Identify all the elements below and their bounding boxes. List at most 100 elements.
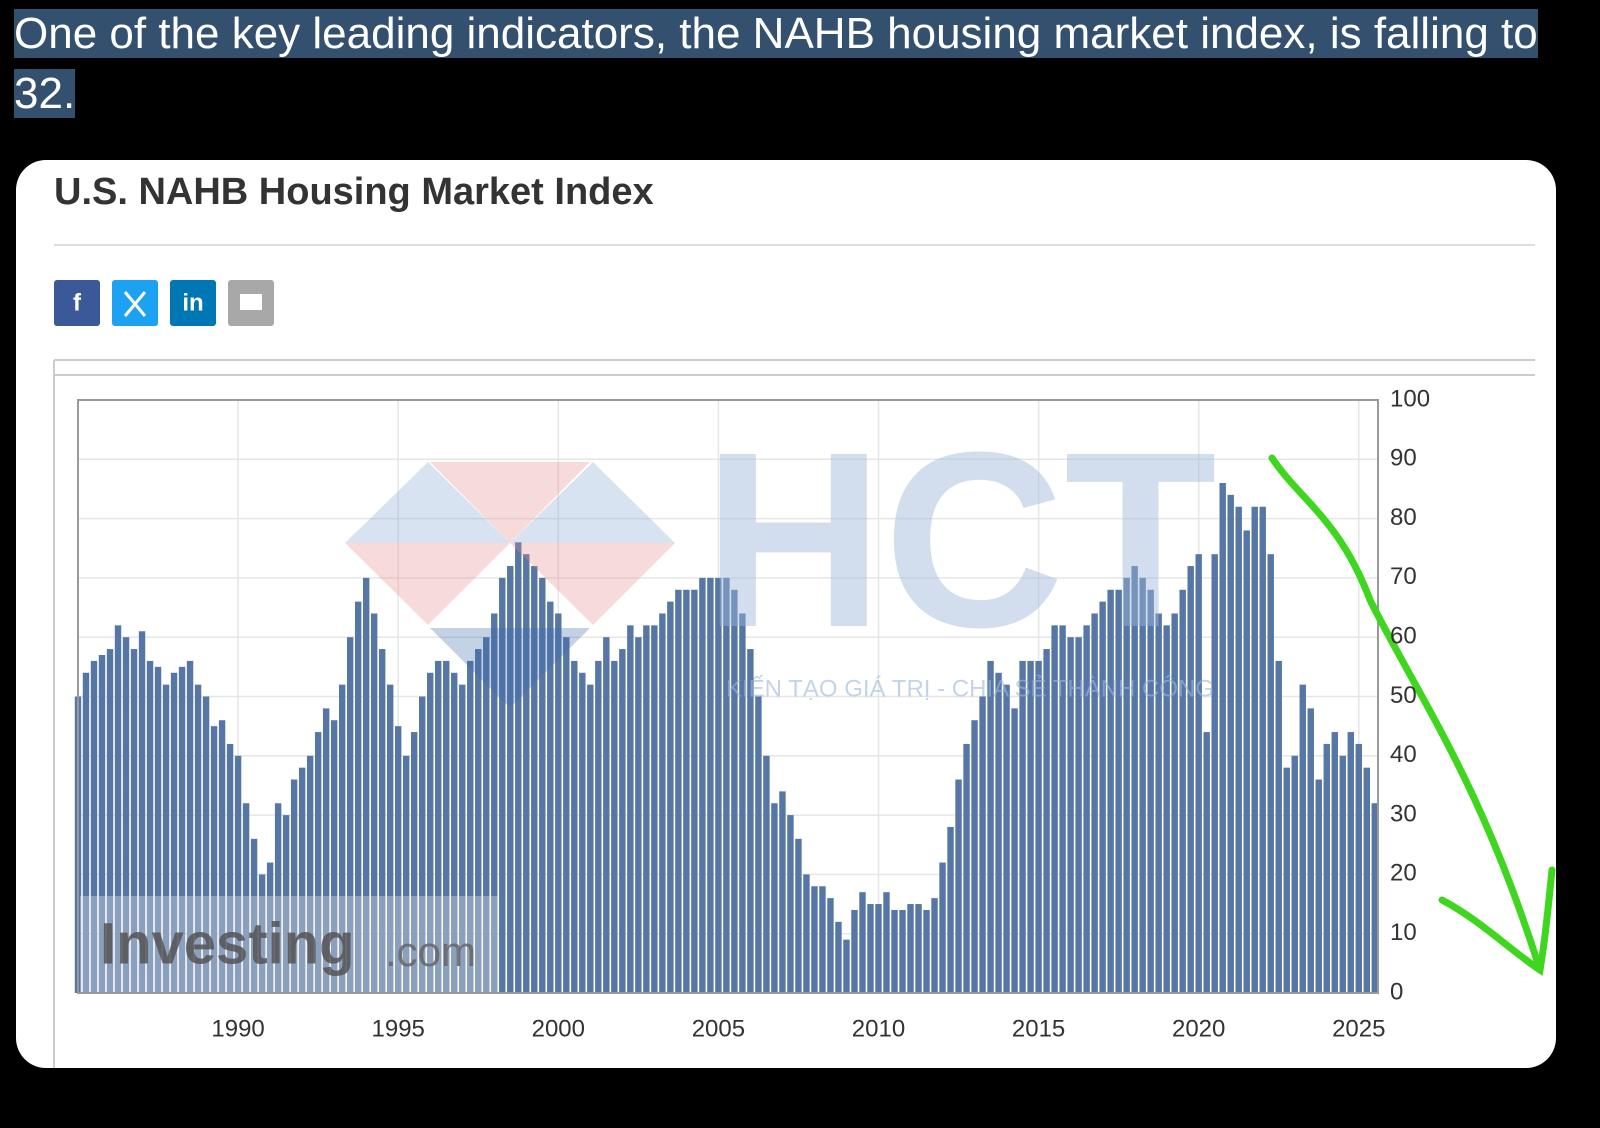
bar (202, 696, 210, 993)
bar (939, 862, 946, 993)
bar (739, 613, 746, 993)
bar (186, 660, 194, 993)
bar (1003, 684, 1010, 993)
bar (547, 601, 554, 993)
bar (1243, 530, 1250, 993)
bar (691, 589, 698, 993)
bar (1347, 732, 1354, 993)
bar (1155, 613, 1162, 993)
logo-shape (430, 628, 590, 708)
bar (322, 708, 330, 993)
bar (274, 803, 282, 993)
bar (787, 815, 794, 993)
facebook-button[interactable] (54, 280, 100, 326)
bar (1371, 803, 1378, 993)
bar (1027, 660, 1034, 993)
bar (427, 672, 434, 993)
linkedin-button[interactable] (170, 280, 216, 326)
bar (1067, 637, 1074, 993)
bar (1315, 779, 1322, 993)
bar (1059, 625, 1066, 993)
bar (1259, 506, 1266, 993)
bar (1123, 577, 1130, 993)
bar (779, 791, 786, 993)
bar (627, 625, 634, 993)
bar (1091, 613, 1098, 993)
bar (130, 649, 138, 993)
bar (210, 726, 218, 993)
y-tick-label: 70 (1390, 563, 1417, 590)
bar (1275, 660, 1282, 993)
bar (338, 684, 346, 993)
bar (987, 660, 994, 993)
arrow-head (1438, 866, 1556, 976)
bar (1147, 589, 1154, 993)
bar (459, 684, 466, 993)
bar (411, 732, 418, 993)
bar (178, 666, 186, 993)
bar (419, 696, 426, 993)
bar (266, 862, 274, 993)
bar (907, 904, 914, 993)
bar (827, 898, 834, 993)
bar (763, 755, 770, 993)
bar (1363, 767, 1370, 993)
watermark-suffix: .com (385, 928, 476, 975)
bar (451, 672, 458, 993)
y-tick-label: 100 (1390, 385, 1430, 412)
bar (643, 625, 650, 993)
bar (507, 566, 514, 993)
bar (843, 939, 850, 993)
bar (715, 577, 722, 993)
bar (659, 613, 666, 993)
bar (1195, 554, 1202, 993)
y-tick-label: 80 (1390, 504, 1417, 531)
bar (971, 720, 978, 993)
bar (955, 779, 962, 993)
bar (867, 904, 874, 993)
x-tick-label: 1990 (211, 1015, 264, 1042)
bar (1163, 625, 1170, 993)
bar (1099, 601, 1106, 993)
overlay-slogan: KIẾN TẠO GIÁ TRỊ - CHIA SẺ THÀNH CÔNG (726, 673, 1214, 702)
y-tick-label: 90 (1390, 445, 1417, 472)
watermark-box (80, 896, 498, 992)
bar (891, 909, 898, 993)
bar (635, 637, 642, 993)
bar (707, 577, 714, 993)
bar (435, 660, 442, 993)
overlay-logo-text: HCT (703, 400, 1217, 679)
linkedin-label: in (182, 289, 203, 316)
bar (1035, 660, 1042, 993)
bar (1355, 743, 1362, 993)
bar (226, 743, 234, 993)
bar (98, 654, 106, 993)
x-tick-label: 2020 (1172, 1015, 1225, 1042)
bar (154, 666, 162, 993)
bar (242, 803, 250, 993)
bar (138, 631, 146, 993)
bar (1323, 743, 1330, 993)
bar (563, 637, 570, 993)
chart-title: U.S. NAHB Housing Market Index (54, 171, 654, 213)
bar (1011, 708, 1018, 993)
bar (539, 577, 546, 993)
bar (947, 826, 954, 993)
bar (771, 803, 778, 993)
x-tick-label: 2005 (692, 1015, 745, 1042)
bar (1019, 660, 1026, 993)
bar (995, 672, 1002, 993)
bar (515, 542, 522, 993)
bar (1051, 625, 1058, 993)
bar (394, 726, 402, 993)
bar (146, 660, 154, 993)
bar (194, 684, 202, 993)
bar (611, 660, 618, 993)
bar (851, 909, 858, 993)
bar (1131, 566, 1138, 993)
bar (1043, 649, 1050, 993)
bar (1115, 589, 1122, 993)
bar (1291, 755, 1298, 993)
